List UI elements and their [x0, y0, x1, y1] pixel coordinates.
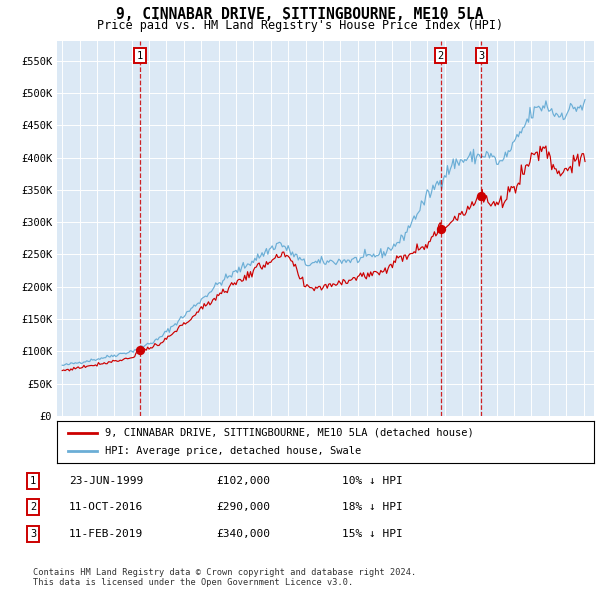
- Point: [436, 224, 446, 234]
- Text: 23-JUN-1999: 23-JUN-1999: [69, 476, 143, 486]
- Text: 10% ↓ HPI: 10% ↓ HPI: [342, 476, 403, 486]
- Text: 2: 2: [30, 503, 36, 512]
- Text: 9, CINNABAR DRIVE, SITTINGBOURNE, ME10 5LA: 9, CINNABAR DRIVE, SITTINGBOURNE, ME10 5…: [116, 7, 484, 22]
- Text: 2: 2: [437, 51, 444, 61]
- Text: HPI: Average price, detached house, Swale: HPI: Average price, detached house, Swal…: [106, 446, 362, 456]
- Text: £290,000: £290,000: [216, 503, 270, 512]
- Text: 1: 1: [137, 51, 143, 61]
- Point: [476, 192, 486, 201]
- Point: [135, 345, 145, 355]
- Text: 15% ↓ HPI: 15% ↓ HPI: [342, 529, 403, 539]
- Text: 11-FEB-2019: 11-FEB-2019: [69, 529, 143, 539]
- Text: £340,000: £340,000: [216, 529, 270, 539]
- Text: Price paid vs. HM Land Registry's House Price Index (HPI): Price paid vs. HM Land Registry's House …: [97, 19, 503, 32]
- Text: 3: 3: [30, 529, 36, 539]
- Text: 11-OCT-2016: 11-OCT-2016: [69, 503, 143, 512]
- Text: 9, CINNABAR DRIVE, SITTINGBOURNE, ME10 5LA (detached house): 9, CINNABAR DRIVE, SITTINGBOURNE, ME10 5…: [106, 428, 474, 438]
- Text: 18% ↓ HPI: 18% ↓ HPI: [342, 503, 403, 512]
- Text: 3: 3: [478, 51, 485, 61]
- Text: £102,000: £102,000: [216, 476, 270, 486]
- Text: Contains HM Land Registry data © Crown copyright and database right 2024.
This d: Contains HM Land Registry data © Crown c…: [33, 568, 416, 587]
- Text: 1: 1: [30, 476, 36, 486]
